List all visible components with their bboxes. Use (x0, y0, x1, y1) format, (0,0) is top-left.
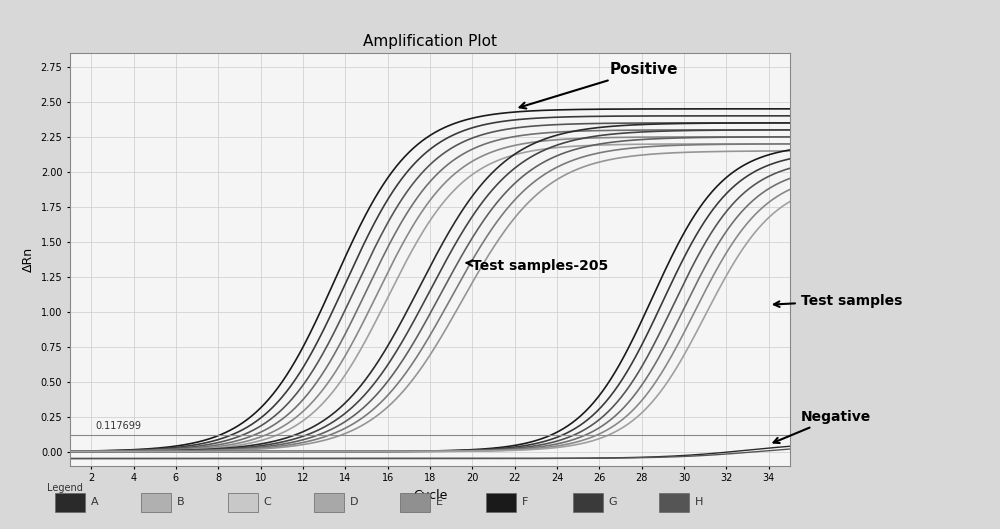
Y-axis label: ΔRn: ΔRn (22, 247, 35, 272)
Text: 0.117699: 0.117699 (95, 422, 141, 432)
Text: Negative: Negative (774, 410, 871, 443)
Text: G: G (609, 497, 617, 507)
Text: C: C (264, 497, 271, 507)
Title: Amplification Plot: Amplification Plot (363, 34, 497, 49)
FancyBboxPatch shape (659, 493, 689, 512)
FancyBboxPatch shape (55, 493, 85, 512)
Text: A: A (91, 497, 99, 507)
FancyBboxPatch shape (141, 493, 171, 512)
X-axis label: Cycle: Cycle (413, 489, 447, 501)
Text: D: D (350, 497, 358, 507)
Text: F: F (522, 497, 529, 507)
Text: Positive: Positive (520, 62, 678, 108)
Text: Legend: Legend (48, 484, 83, 493)
Text: H: H (695, 497, 703, 507)
Text: Test samples: Test samples (774, 294, 902, 308)
FancyBboxPatch shape (228, 493, 258, 512)
FancyBboxPatch shape (400, 493, 430, 512)
Text: Test samples-205: Test samples-205 (466, 259, 609, 273)
FancyBboxPatch shape (486, 493, 516, 512)
Text: B: B (177, 497, 185, 507)
Text: E: E (436, 497, 443, 507)
FancyBboxPatch shape (572, 493, 603, 512)
FancyBboxPatch shape (314, 493, 344, 512)
